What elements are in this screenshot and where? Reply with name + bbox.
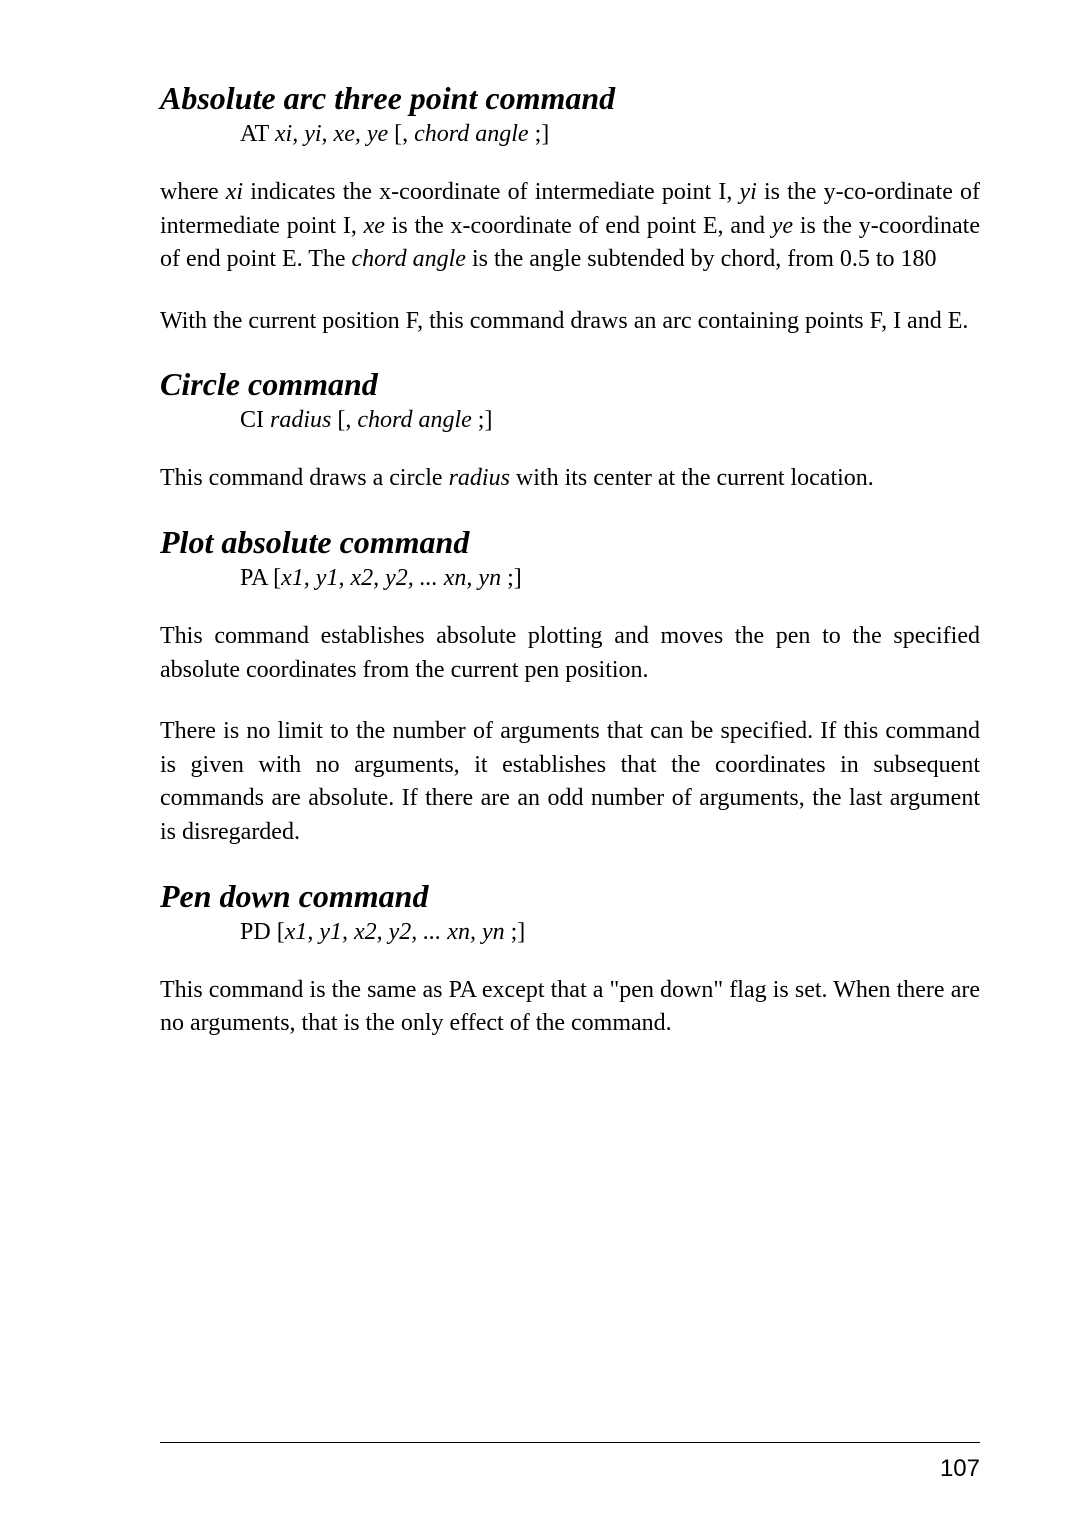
syntax-bracket2: ;]: [511, 919, 526, 945]
paragraph-ci-1: This command draws a circle radius with …: [160, 462, 980, 496]
syntax-ital: radius: [270, 407, 337, 433]
syntax-cmd: PD: [240, 919, 277, 945]
footer-divider: [160, 1442, 980, 1443]
syntax-ital: x1, y1, x2, y2, ... xn, yn: [285, 919, 511, 945]
paragraph-pa-1: This command establishes absolute plotti…: [160, 620, 980, 687]
text: indicates the x-coordinate of intermedia…: [243, 179, 739, 205]
section-title-ci: Circle command: [160, 366, 980, 403]
syntax-ital2: chord angle: [414, 121, 534, 147]
section-title-pa: Plot absolute command: [160, 524, 980, 561]
text: where: [160, 179, 226, 205]
syntax-ci: CI radius [, chord angle ;]: [240, 407, 980, 434]
syntax-bracket: [,: [337, 407, 357, 433]
syntax-bracket: [: [277, 919, 285, 945]
text: This command draws a circle: [160, 465, 449, 491]
text-ital: xi: [226, 179, 243, 205]
text-ital: ye: [772, 213, 793, 239]
section-title-pd: Pen down command: [160, 878, 980, 915]
syntax-bracket2: ;]: [507, 565, 522, 591]
page-footer: 107: [160, 1442, 980, 1483]
text: is the angle subtended by chord, from 0.…: [466, 246, 937, 272]
text: with its center at the current location.: [510, 465, 874, 491]
syntax-bracket2: ;]: [535, 121, 550, 147]
text: is the x-coordinate of end point E, and: [385, 213, 772, 239]
syntax-cmd: PA: [240, 565, 273, 591]
paragraph-pd-1: This command is the same as PA except th…: [160, 974, 980, 1041]
page-number: 107: [160, 1455, 980, 1483]
syntax-bracket: [: [273, 565, 281, 591]
syntax-at: AT xi, yi, xe, ye [, chord angle ;]: [240, 121, 980, 148]
syntax-ital: xi, yi, xe, ye: [275, 121, 394, 147]
paragraph-pa-2: There is no limit to the number of argum…: [160, 715, 980, 849]
syntax-pd: PD [x1, y1, x2, y2, ... xn, yn ;]: [240, 919, 980, 946]
syntax-ital: x1, y1, x2, y2, ... xn, yn: [281, 565, 507, 591]
syntax-pa: PA [x1, y1, x2, y2, ... xn, yn ;]: [240, 565, 980, 592]
section-title-at: Absolute arc three point command: [160, 80, 980, 117]
text-ital: xe: [364, 213, 385, 239]
paragraph-at-2: With the current position F, this comman…: [160, 305, 980, 339]
syntax-bracket2: ;]: [478, 407, 493, 433]
syntax-bracket: [,: [394, 121, 414, 147]
syntax-ital2: chord angle: [357, 407, 477, 433]
syntax-cmd: AT: [240, 121, 275, 147]
paragraph-at-1: where xi indicates the x-coordinate of i…: [160, 176, 980, 277]
text-ital: chord angle: [352, 246, 466, 272]
text-ital: radius: [449, 465, 510, 491]
text-ital: yi: [739, 179, 756, 205]
syntax-cmd: CI: [240, 407, 270, 433]
